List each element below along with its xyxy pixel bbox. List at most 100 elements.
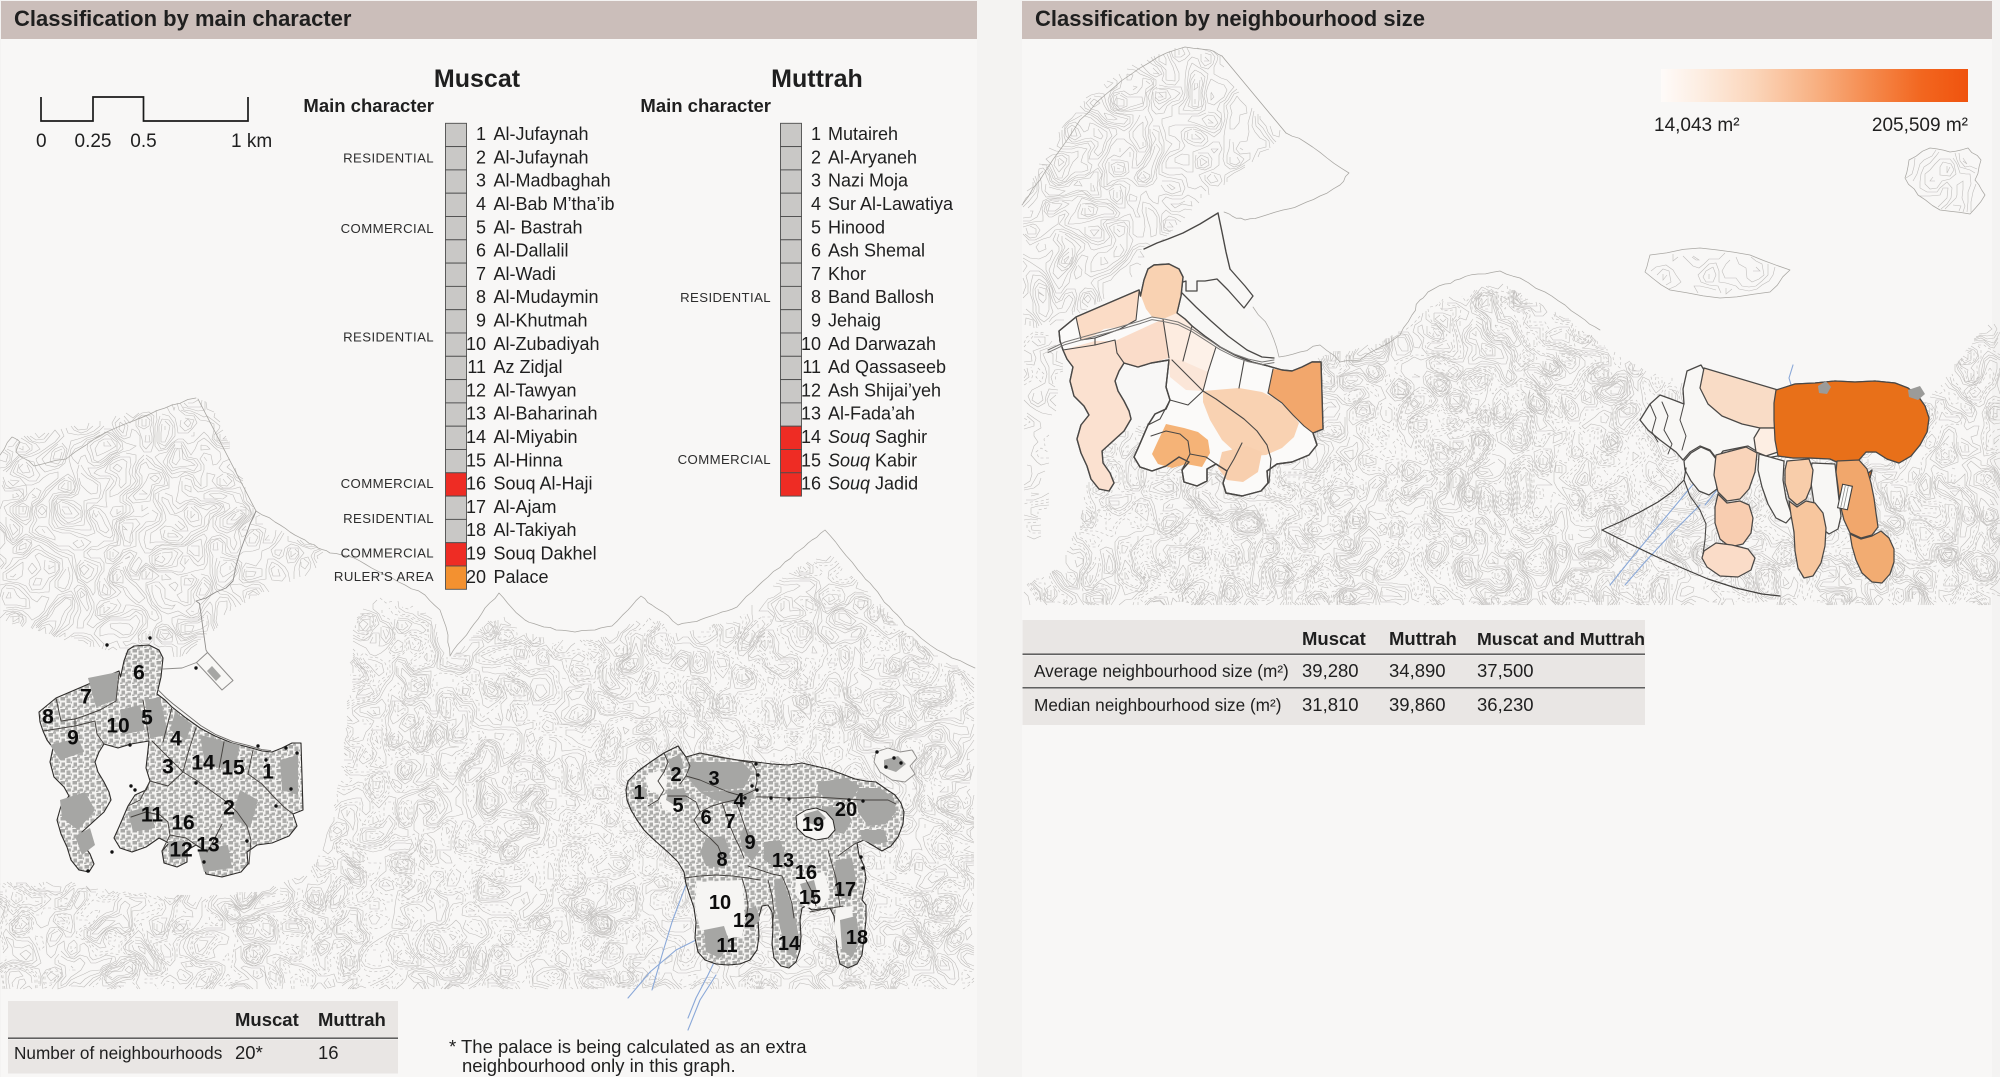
svg-text:Al-Hinna: Al-Hinna (494, 450, 564, 470)
svg-text:Main character: Main character (640, 95, 771, 116)
svg-text:Al-Jufaynah: Al-Jufaynah (494, 124, 589, 144)
svg-text:5: 5 (141, 707, 153, 730)
svg-text:10: 10 (709, 892, 731, 914)
svg-text:Souq Jadid: Souq Jadid (828, 474, 918, 494)
svg-text:13: 13 (772, 850, 794, 872)
svg-text:Az Zidjal: Az Zidjal (494, 357, 563, 377)
svg-text:39,280: 39,280 (1302, 660, 1359, 681)
svg-text:Al-Zubadiyah: Al-Zubadiyah (494, 334, 600, 354)
svg-text:Al-Aryaneh: Al-Aryaneh (828, 147, 917, 167)
svg-text:12: 12 (733, 910, 755, 932)
svg-text:6: 6 (476, 241, 486, 261)
svg-text:Al-Fada’ah: Al-Fada’ah (828, 404, 915, 424)
svg-text:9: 9 (67, 727, 79, 750)
svg-text:neighbourhood only in this gra: neighbourhood only in this graph. (462, 1055, 736, 1076)
svg-text:37,500: 37,500 (1477, 660, 1534, 681)
svg-text:2: 2 (223, 797, 235, 820)
svg-text:Muscat: Muscat (235, 1009, 299, 1030)
svg-text:15: 15 (466, 450, 486, 470)
svg-text:6: 6 (700, 807, 711, 829)
svg-text:Average neighbourhood size (m²: Average neighbourhood size (m²) (1034, 661, 1289, 681)
svg-text:3: 3 (811, 171, 821, 191)
svg-text:Hinood: Hinood (828, 217, 885, 237)
svg-text:18: 18 (466, 520, 486, 540)
svg-text:8: 8 (476, 287, 486, 307)
svg-text:20: 20 (466, 567, 486, 587)
svg-text:15: 15 (221, 757, 245, 780)
svg-text:3: 3 (708, 768, 719, 790)
svg-text:Khor: Khor (828, 264, 866, 284)
svg-text:Al-Ajam: Al-Ajam (494, 497, 557, 517)
svg-text:Classification by neighbourhoo: Classification by neighbourhood size (1035, 6, 1425, 31)
svg-text:20*: 20* (235, 1042, 263, 1063)
svg-text:COMMERCIAL: COMMERCIAL (341, 546, 434, 561)
svg-text:0.25: 0.25 (75, 131, 112, 152)
svg-text:Souq Kabir: Souq Kabir (828, 450, 917, 470)
svg-text:12: 12 (466, 380, 486, 400)
svg-text:Jehaig: Jehaig (828, 311, 881, 331)
svg-text:14: 14 (778, 933, 801, 955)
svg-text:16: 16 (318, 1042, 339, 1063)
svg-text:COMMERCIAL: COMMERCIAL (341, 476, 434, 491)
svg-text:Nazi Moja: Nazi Moja (828, 171, 909, 191)
svg-text:14,043 m²: 14,043 m² (1654, 115, 1740, 136)
svg-text:RESIDENTIAL: RESIDENTIAL (343, 511, 434, 526)
svg-text:Muttrah: Muttrah (318, 1009, 386, 1030)
svg-text:5: 5 (811, 217, 821, 237)
svg-text:Al-Jufaynah: Al-Jufaynah (494, 147, 589, 167)
svg-text:Ash Shemal: Ash Shemal (828, 241, 925, 261)
svg-text:Muscat: Muscat (434, 65, 521, 93)
svg-text:Al-Baharinah: Al-Baharinah (494, 404, 598, 424)
svg-text:13: 13 (801, 404, 821, 424)
svg-text:1: 1 (811, 124, 821, 144)
svg-text:16: 16 (795, 862, 817, 884)
svg-text:Al-Tawyan: Al-Tawyan (494, 380, 577, 400)
svg-text:0.5: 0.5 (130, 131, 156, 152)
svg-text:Souq Al-Haji: Souq Al-Haji (494, 474, 593, 494)
svg-text:RULER’S AREA: RULER’S AREA (334, 569, 434, 584)
svg-text:Number of neighbourhoods: Number of neighbourhoods (14, 1043, 222, 1063)
svg-text:8: 8 (716, 849, 727, 871)
svg-text:7: 7 (476, 264, 486, 284)
svg-text:Muscat: Muscat (1302, 628, 1366, 649)
svg-text:17: 17 (466, 497, 486, 517)
svg-text:RESIDENTIAL: RESIDENTIAL (343, 330, 434, 345)
svg-text:RESIDENTIAL: RESIDENTIAL (343, 151, 434, 166)
svg-text:12: 12 (169, 839, 192, 862)
svg-text:1: 1 (476, 124, 486, 144)
svg-text:36,230: 36,230 (1477, 694, 1534, 715)
svg-text:2: 2 (811, 147, 821, 167)
svg-text:5: 5 (672, 795, 683, 817)
svg-text:2: 2 (670, 764, 681, 786)
svg-text:15: 15 (801, 450, 821, 470)
svg-text:12: 12 (801, 380, 821, 400)
svg-text:31,810: 31,810 (1302, 694, 1359, 715)
svg-text:Mutaireh: Mutaireh (828, 124, 898, 144)
svg-text:8: 8 (811, 287, 821, 307)
svg-text:1 km: 1 km (231, 131, 272, 152)
svg-text:19: 19 (466, 544, 486, 564)
svg-text:15: 15 (799, 887, 821, 909)
svg-text:10: 10 (801, 334, 821, 354)
svg-text:Souq Dakhel: Souq Dakhel (494, 544, 597, 564)
svg-text:8: 8 (42, 706, 54, 729)
svg-text:11: 11 (141, 804, 164, 827)
svg-text:205,509 m²: 205,509 m² (1872, 115, 1968, 136)
svg-text:Al-Mudaymin: Al-Mudaymin (494, 287, 599, 307)
svg-text:6: 6 (133, 662, 145, 685)
svg-text:Muttrah: Muttrah (1389, 628, 1457, 649)
svg-text:9: 9 (744, 832, 755, 854)
svg-text:Palace: Palace (494, 567, 549, 587)
svg-text:18: 18 (846, 927, 868, 949)
svg-text:11: 11 (716, 935, 737, 957)
svg-text:4: 4 (170, 728, 182, 751)
svg-text:1: 1 (262, 761, 274, 784)
svg-text:Al-Takiyah: Al-Takiyah (494, 520, 577, 540)
svg-text:Ad Qassaseeb: Ad Qassaseeb (828, 357, 946, 377)
svg-text:Band Ballosh: Band Ballosh (828, 287, 934, 307)
svg-text:Al-Madbaghah: Al-Madbaghah (494, 171, 611, 191)
svg-text:4: 4 (476, 194, 486, 214)
svg-text:1: 1 (633, 782, 644, 804)
svg-text:20: 20 (835, 799, 857, 821)
svg-text:Main character: Main character (303, 95, 434, 116)
